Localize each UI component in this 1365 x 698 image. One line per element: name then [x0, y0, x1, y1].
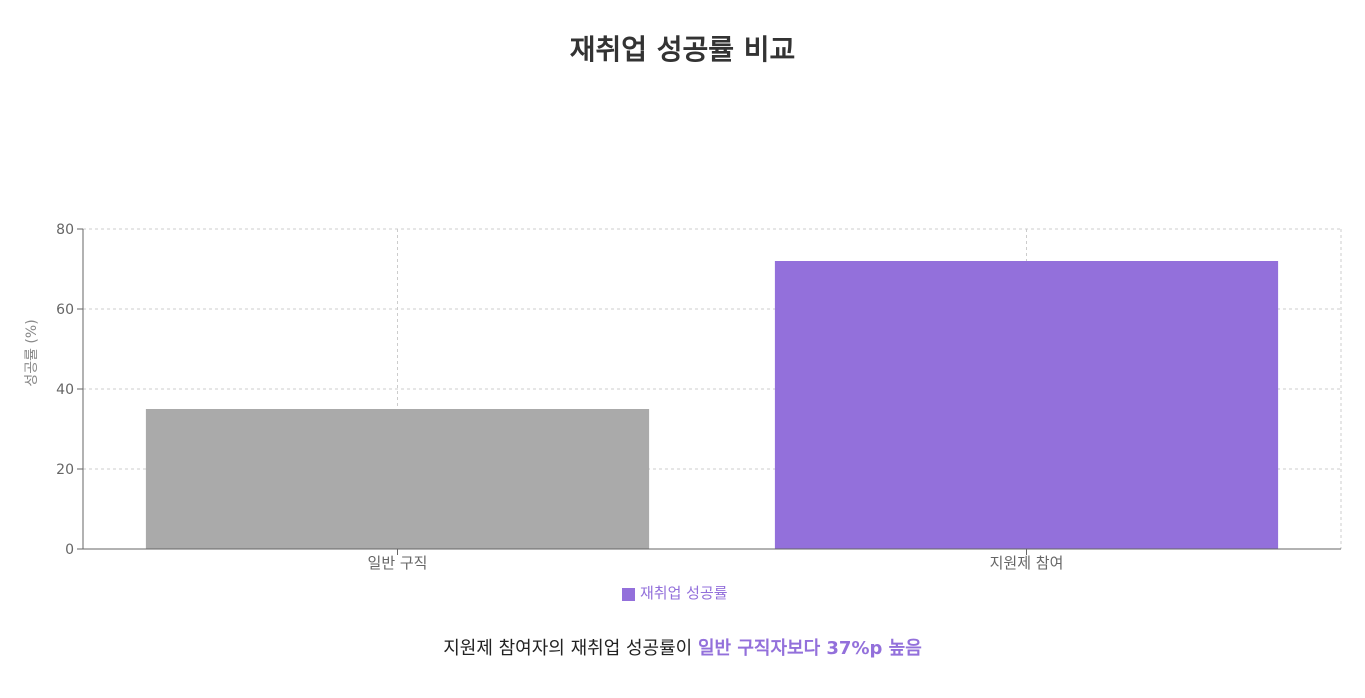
bar-2	[774, 261, 1279, 549]
bar-chart: 0 20 40 60 80 일반 구직 지원제 참여 성공률 (%) 재취업 성공률	[24, 222, 1342, 602]
y-tick-label: 0	[65, 542, 74, 558]
summary-highlight: 일반 구직자보다 37%p 높음	[697, 638, 922, 659]
axes-group: 0 20 40 60 80 일반 구직 지원제 참여	[56, 222, 1341, 572]
legend-swatch	[622, 588, 635, 601]
y-tick-label: 40	[56, 382, 74, 398]
bars-group	[145, 261, 1279, 549]
legend[interactable]: 재취업 성공률	[622, 584, 728, 602]
y-tick-label: 20	[56, 462, 74, 478]
x-tick-label: 일반 구직	[368, 554, 428, 572]
legend-label: 재취업 성공률	[640, 584, 728, 602]
chart-title: 재취업 성공률 비교	[569, 33, 796, 66]
y-tick-label: 60	[56, 302, 74, 318]
summary-text: 지원제 참여자의 재취업 성공률이 일반 구직자보다 37%p 높음	[0, 634, 1365, 660]
x-tick-label: 지원제 참여	[990, 554, 1064, 572]
y-axis-label: 성공률 (%)	[24, 319, 40, 386]
bar-1	[145, 409, 650, 549]
y-tick-label: 80	[56, 222, 74, 238]
summary-main: 지원제 참여자의 재취업 성공률이	[443, 638, 698, 659]
